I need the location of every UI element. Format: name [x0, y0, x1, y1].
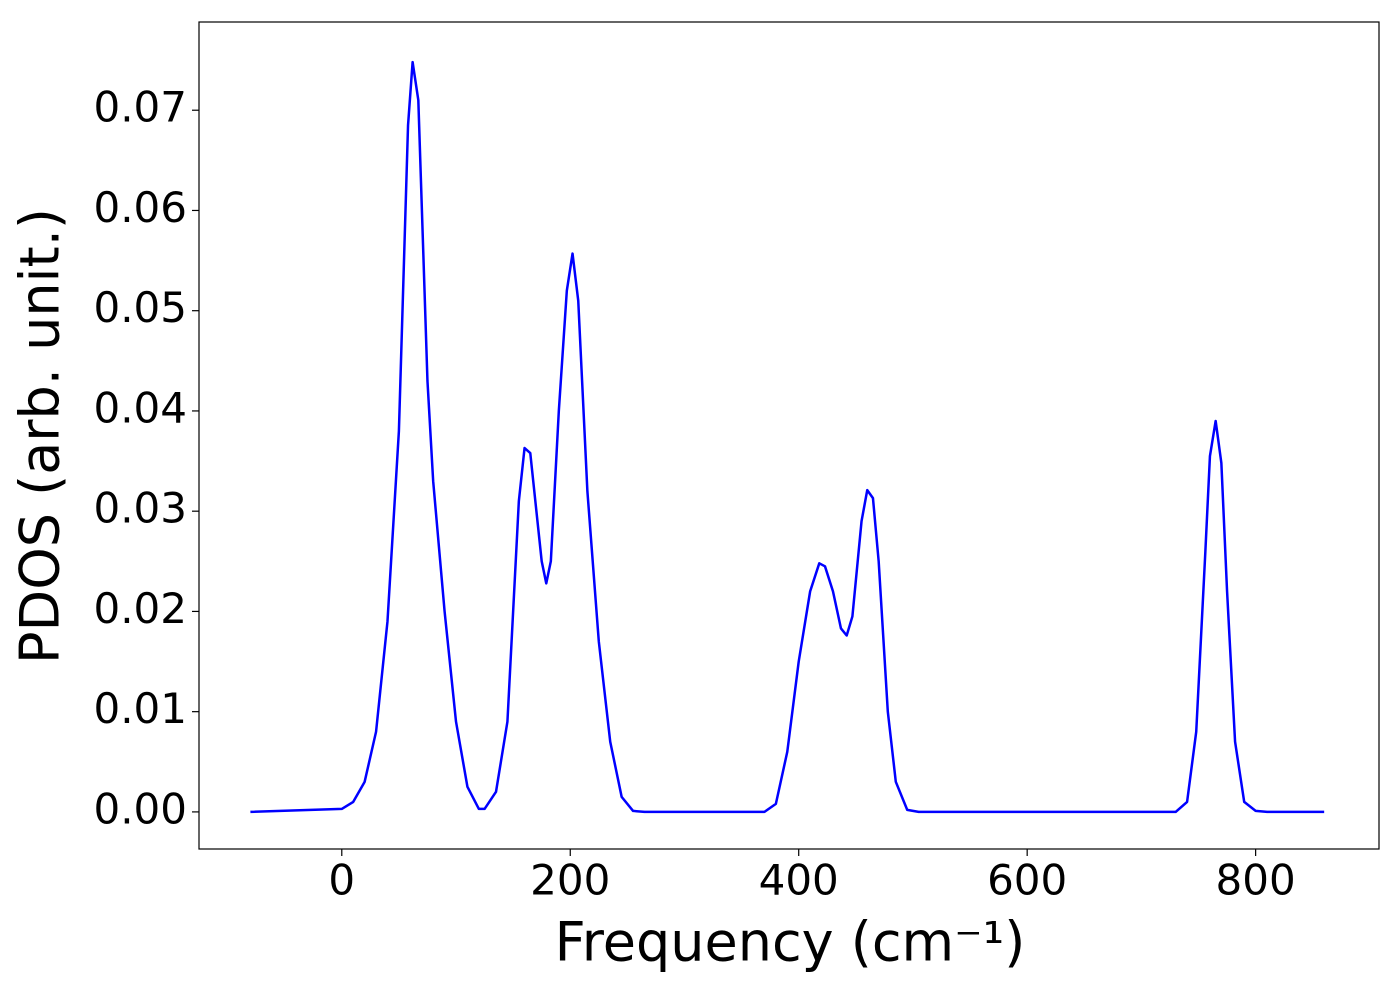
- y-tick-label: 0.03: [93, 484, 187, 533]
- y-tick-label: 0.04: [93, 383, 187, 432]
- y-axis-label: PDOS (arb. unit.): [9, 208, 72, 664]
- y-tick-label: 0.07: [93, 83, 187, 132]
- data-line: [250, 60, 1325, 814]
- x-tick-label: 400: [759, 856, 839, 905]
- x-tick-label: 200: [530, 856, 610, 905]
- x-tick-label: 0: [328, 856, 355, 905]
- y-tick-label: 0.01: [93, 684, 187, 733]
- y-tick-label: 0.05: [93, 283, 187, 332]
- x-axis-label: Frequency (cm⁻¹): [555, 911, 1026, 974]
- x-tick-label: 800: [1216, 856, 1296, 905]
- y-tick-label: 0.00: [93, 784, 187, 833]
- y-tick-label: 0.06: [93, 183, 187, 232]
- x-tick-label: 600: [987, 856, 1067, 905]
- plot-frame: [198, 21, 1380, 850]
- y-tick-label: 0.02: [93, 584, 187, 633]
